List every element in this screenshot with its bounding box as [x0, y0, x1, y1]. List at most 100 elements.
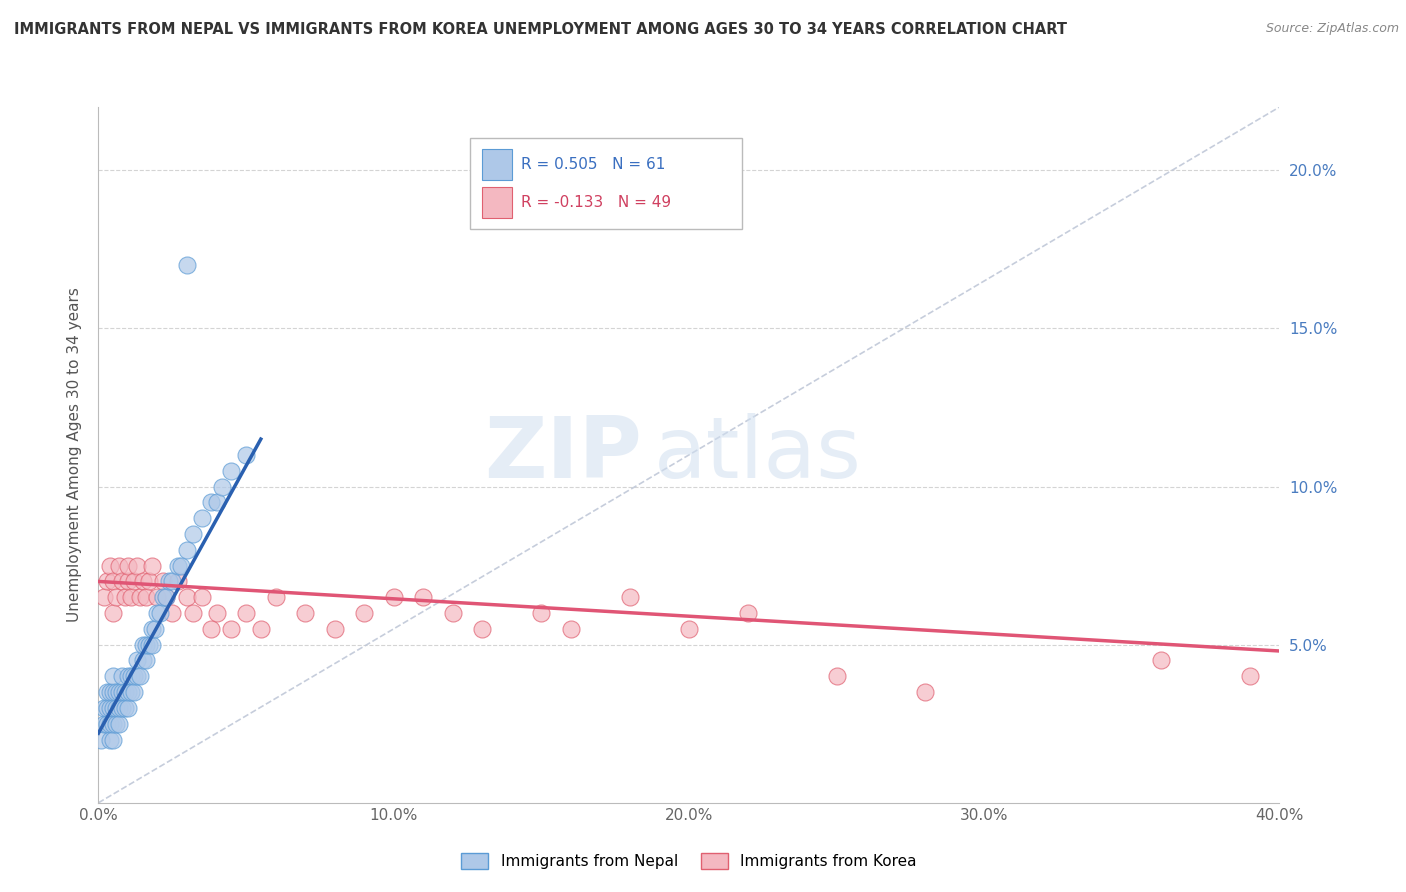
Point [219, 464, 242, 478]
Point [176, 591, 198, 605]
Y-axis label: Unemployment Among Ages 30 to 34 years: Unemployment Among Ages 30 to 34 years [67, 287, 83, 623]
Point [825, 669, 848, 683]
Point [120, 685, 142, 699]
Point [167, 574, 190, 589]
Point [117, 685, 139, 699]
Point [93, 716, 115, 731]
Point [155, 591, 177, 605]
Point [96, 701, 118, 715]
Point [120, 669, 142, 683]
Text: atlas: atlas [654, 413, 862, 497]
Point [132, 638, 155, 652]
Point [98, 716, 121, 731]
Point [138, 638, 160, 652]
Point [294, 606, 316, 620]
Point [122, 574, 145, 589]
Point [152, 591, 174, 605]
Point [250, 622, 273, 636]
Point [96, 716, 118, 731]
Point [103, 574, 125, 589]
Point [128, 669, 150, 683]
FancyBboxPatch shape [482, 149, 512, 180]
Point [157, 574, 180, 589]
Point [191, 591, 214, 605]
FancyBboxPatch shape [471, 138, 742, 229]
Point [108, 716, 131, 731]
Point [200, 495, 222, 509]
Legend: Immigrants from Nepal, Immigrants from Korea: Immigrants from Nepal, Immigrants from K… [454, 847, 924, 875]
Point [111, 685, 134, 699]
FancyBboxPatch shape [482, 186, 512, 218]
Point [135, 638, 157, 652]
Text: R = -0.133   N = 49: R = -0.133 N = 49 [522, 194, 671, 210]
Point [90, 732, 112, 747]
Point [382, 591, 405, 605]
Point [181, 527, 204, 541]
Point [105, 701, 128, 715]
Point [117, 558, 139, 573]
Point [93, 701, 115, 715]
Point [108, 685, 131, 699]
Text: R = 0.505   N = 61: R = 0.505 N = 61 [522, 157, 665, 172]
Point [103, 669, 125, 683]
Point [264, 591, 287, 605]
Point [108, 558, 131, 573]
Point [191, 511, 214, 525]
Point [619, 591, 641, 605]
Point [98, 558, 121, 573]
Point [353, 606, 375, 620]
Point [122, 669, 145, 683]
Point [176, 542, 198, 557]
Point [170, 558, 193, 573]
Point [678, 622, 700, 636]
Point [105, 685, 128, 699]
Point [120, 591, 142, 605]
Point [111, 669, 134, 683]
Point [219, 622, 242, 636]
Point [235, 448, 257, 462]
Point [141, 622, 163, 636]
Point [132, 653, 155, 667]
Point [93, 591, 115, 605]
Point [323, 622, 346, 636]
Point [96, 685, 118, 699]
Point [111, 701, 134, 715]
Point [412, 591, 434, 605]
Point [235, 606, 257, 620]
Point [117, 574, 139, 589]
Point [125, 558, 148, 573]
Point [152, 574, 174, 589]
Point [114, 591, 136, 605]
Point [103, 685, 125, 699]
Point [211, 479, 233, 493]
Point [162, 606, 183, 620]
Point [122, 685, 145, 699]
Text: IMMIGRANTS FROM NEPAL VS IMMIGRANTS FROM KOREA UNEMPLOYMENT AMONG AGES 30 TO 34 : IMMIGRANTS FROM NEPAL VS IMMIGRANTS FROM… [14, 22, 1067, 37]
Point [135, 591, 157, 605]
Point [1150, 653, 1173, 667]
Point [125, 669, 148, 683]
Point [530, 606, 553, 620]
Point [98, 685, 121, 699]
Point [96, 574, 118, 589]
Point [146, 606, 169, 620]
Point [114, 685, 136, 699]
Point [117, 669, 139, 683]
Point [176, 258, 198, 272]
Point [141, 558, 163, 573]
Point [98, 701, 121, 715]
Point [141, 638, 163, 652]
Point [162, 574, 183, 589]
Point [167, 558, 190, 573]
Point [149, 606, 172, 620]
Point [103, 701, 125, 715]
Point [205, 495, 228, 509]
Point [914, 685, 936, 699]
Point [471, 622, 494, 636]
Point [103, 606, 125, 620]
Text: Source: ZipAtlas.com: Source: ZipAtlas.com [1265, 22, 1399, 36]
Point [143, 622, 166, 636]
Point [103, 732, 125, 747]
Point [138, 574, 160, 589]
Point [103, 716, 125, 731]
